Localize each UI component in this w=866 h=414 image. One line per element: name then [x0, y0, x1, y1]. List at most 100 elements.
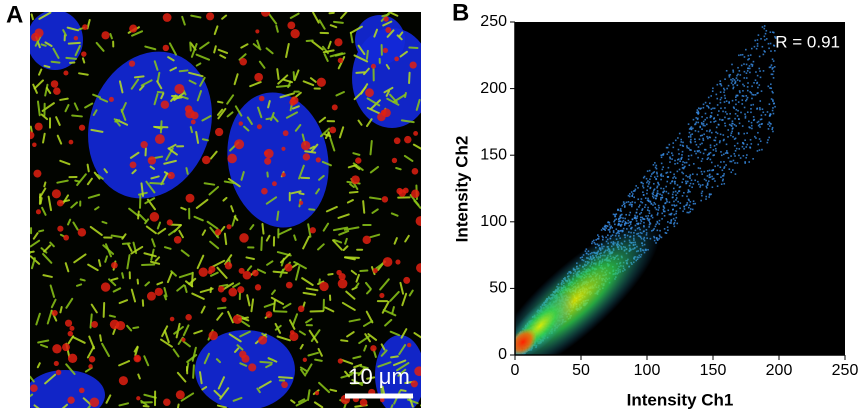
- mitochondrion: [300, 368, 307, 377]
- density-point: [746, 132, 748, 134]
- mitochondrion: [182, 89, 187, 96]
- mitochondrion: [272, 270, 288, 274]
- mitochondrion: [408, 46, 419, 50]
- mitochondrion: [396, 362, 410, 372]
- density-point: [705, 195, 708, 198]
- mitochondrion: [49, 241, 55, 248]
- density-point: [719, 140, 721, 142]
- mitochondrion: [35, 312, 41, 326]
- density-point: [665, 172, 668, 174]
- mitochondrion: [121, 272, 125, 279]
- mitochondrion: [139, 214, 148, 223]
- density-point: [697, 146, 700, 148]
- density-point: [725, 164, 727, 166]
- density-point: [692, 200, 695, 203]
- mitochondrion: [276, 210, 280, 221]
- density-point: [681, 195, 684, 197]
- density-point: [655, 197, 657, 200]
- density-point: [687, 158, 690, 161]
- density-point: [688, 164, 691, 167]
- density-point: [647, 200, 650, 203]
- density-point: [674, 177, 677, 179]
- mitochondrion: [182, 340, 191, 348]
- mitochondrion: [285, 111, 298, 119]
- mitochondrion: [299, 366, 308, 372]
- mitochondrion: [180, 206, 187, 211]
- density-point: [596, 238, 599, 240]
- mitochondrion: [105, 394, 112, 404]
- density-point: [706, 130, 708, 132]
- density-point: [746, 70, 749, 72]
- density-point: [719, 118, 721, 121]
- density-point: [753, 45, 756, 48]
- density-point: [700, 160, 703, 162]
- density-point: [761, 45, 764, 48]
- mitochondrion: [367, 333, 378, 341]
- density-point: [685, 161, 688, 164]
- density-point: [627, 222, 629, 225]
- density-point: [652, 193, 654, 196]
- density-point: [649, 178, 651, 181]
- density-point: [628, 195, 631, 198]
- density-point: [640, 200, 642, 203]
- density-point: [682, 161, 684, 163]
- density-point: [645, 215, 647, 217]
- density-point: [759, 76, 762, 79]
- density-point: [670, 220, 672, 222]
- density-point: [680, 141, 683, 143]
- lysosome: [208, 330, 218, 341]
- mitochondrion: [318, 19, 326, 30]
- density-point: [772, 99, 774, 101]
- mitochondrion: [195, 62, 202, 67]
- density-point: [711, 90, 714, 92]
- density-point: [694, 140, 697, 143]
- density-point: [707, 157, 710, 159]
- density-point: [723, 89, 726, 91]
- density-point: [647, 219, 650, 221]
- lysosome: [173, 235, 182, 244]
- density-point: [671, 180, 673, 183]
- mitochondrion: [199, 76, 206, 87]
- density-point: [771, 126, 774, 129]
- density-point: [673, 173, 675, 176]
- mitochondrion: [89, 313, 93, 329]
- lysosome: [55, 369, 62, 376]
- density-point: [696, 112, 699, 114]
- mitochondrion: [56, 179, 69, 184]
- lysosome: [88, 356, 96, 363]
- density-cloud: [515, 25, 777, 355]
- lysosome: [69, 325, 75, 331]
- mitochondrion: [352, 355, 362, 360]
- density-point: [620, 210, 622, 212]
- density-point: [671, 204, 673, 207]
- mitochondrion: [389, 330, 401, 337]
- mitochondrion: [188, 71, 204, 78]
- lysosome: [53, 360, 59, 367]
- mitochondrion: [398, 31, 404, 38]
- density-point: [671, 154, 674, 157]
- density-point: [628, 203, 631, 206]
- density-point: [761, 26, 764, 28]
- lysosome: [33, 169, 42, 178]
- mitochondrion: [130, 245, 144, 255]
- density-point: [709, 116, 712, 119]
- density-point: [720, 161, 722, 163]
- mitochondrion: [239, 362, 248, 367]
- mitochondrion: [234, 347, 240, 353]
- density-point: [744, 139, 746, 141]
- density-point: [719, 101, 722, 104]
- lysosome: [147, 156, 157, 165]
- density-point: [748, 58, 750, 60]
- density-point: [622, 203, 625, 206]
- mitochondrion: [120, 101, 127, 113]
- mitochondrion: [245, 256, 255, 261]
- density-point: [737, 101, 740, 103]
- density-point: [764, 114, 767, 116]
- mitochondrion: [195, 130, 200, 144]
- mitochondrion: [167, 56, 175, 62]
- mitochondrion: [176, 371, 187, 383]
- density-point: [756, 82, 758, 85]
- mitochondrion: [41, 206, 47, 216]
- density-point: [631, 193, 634, 195]
- density-point: [652, 164, 655, 166]
